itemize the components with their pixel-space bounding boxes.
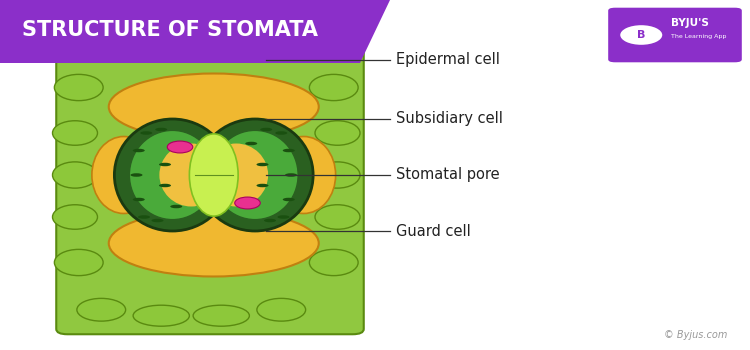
Text: Epidermal cell: Epidermal cell — [396, 52, 500, 67]
Polygon shape — [0, 0, 390, 63]
Ellipse shape — [140, 131, 152, 135]
Ellipse shape — [189, 134, 238, 216]
Ellipse shape — [315, 121, 360, 145]
Ellipse shape — [109, 210, 319, 276]
Ellipse shape — [191, 26, 251, 47]
Ellipse shape — [264, 219, 276, 222]
Ellipse shape — [256, 298, 306, 321]
Circle shape — [620, 25, 662, 45]
Ellipse shape — [54, 249, 103, 276]
Ellipse shape — [53, 162, 98, 188]
Ellipse shape — [54, 75, 103, 101]
Ellipse shape — [256, 163, 268, 166]
Ellipse shape — [309, 249, 358, 276]
Ellipse shape — [114, 119, 231, 231]
Ellipse shape — [53, 121, 98, 145]
Circle shape — [167, 141, 193, 153]
Ellipse shape — [134, 305, 189, 326]
Ellipse shape — [159, 144, 224, 206]
Ellipse shape — [159, 184, 171, 187]
Ellipse shape — [275, 131, 287, 135]
FancyBboxPatch shape — [608, 7, 742, 63]
Ellipse shape — [315, 205, 360, 229]
Ellipse shape — [211, 131, 298, 220]
Ellipse shape — [283, 198, 295, 201]
Ellipse shape — [152, 219, 164, 222]
Text: STRUCTURE OF STOMATA: STRUCTURE OF STOMATA — [22, 20, 319, 40]
Ellipse shape — [170, 205, 182, 208]
Ellipse shape — [272, 136, 336, 214]
Ellipse shape — [204, 144, 268, 206]
Ellipse shape — [285, 173, 297, 177]
Ellipse shape — [309, 75, 358, 101]
Ellipse shape — [131, 26, 191, 47]
Ellipse shape — [283, 149, 295, 152]
Ellipse shape — [278, 215, 290, 219]
Ellipse shape — [130, 173, 142, 177]
Text: Stomatal pore: Stomatal pore — [396, 168, 500, 182]
Ellipse shape — [129, 131, 216, 220]
Ellipse shape — [159, 163, 171, 166]
Ellipse shape — [196, 119, 314, 231]
Ellipse shape — [245, 142, 257, 145]
Ellipse shape — [84, 33, 134, 55]
Text: © Byjus.com: © Byjus.com — [664, 329, 728, 340]
Ellipse shape — [170, 142, 182, 145]
FancyBboxPatch shape — [56, 16, 364, 334]
Ellipse shape — [133, 198, 145, 201]
Text: BYJU'S: BYJU'S — [671, 18, 710, 28]
Ellipse shape — [245, 205, 257, 208]
Ellipse shape — [253, 33, 302, 55]
Ellipse shape — [92, 136, 156, 214]
Circle shape — [235, 197, 260, 209]
Ellipse shape — [76, 298, 125, 321]
Text: Subsidiary cell: Subsidiary cell — [396, 112, 502, 126]
Ellipse shape — [155, 128, 167, 131]
Ellipse shape — [256, 184, 268, 187]
Ellipse shape — [260, 128, 272, 131]
Text: B: B — [637, 30, 646, 40]
Ellipse shape — [194, 305, 249, 326]
Text: The Learning App: The Learning App — [671, 34, 727, 39]
Ellipse shape — [133, 149, 145, 152]
Ellipse shape — [315, 162, 360, 188]
Ellipse shape — [109, 74, 319, 140]
Ellipse shape — [138, 215, 150, 219]
Text: Guard cell: Guard cell — [396, 224, 471, 238]
Ellipse shape — [53, 205, 98, 229]
